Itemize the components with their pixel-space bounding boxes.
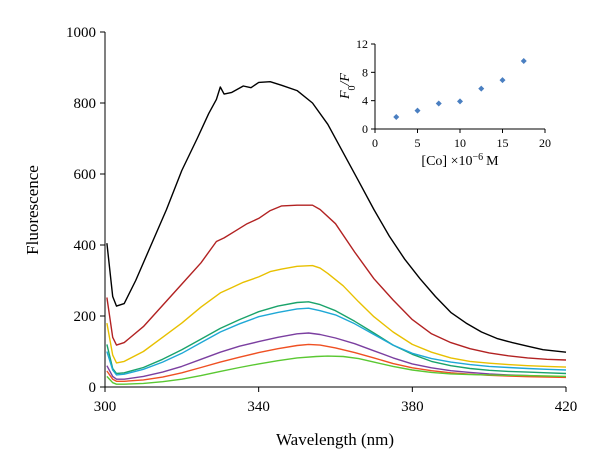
main-y-tick-label: 400 bbox=[74, 238, 97, 254]
inset-point-1 bbox=[393, 113, 400, 120]
inset-y-tick-label: 8 bbox=[362, 65, 368, 79]
inset-x-label-main: [Co] ×10 bbox=[421, 154, 472, 169]
inset-x-tick-label: 0 bbox=[372, 136, 378, 150]
inset-y-tick-label: 0 bbox=[362, 122, 368, 136]
main-y-tick-label: 1000 bbox=[66, 25, 96, 41]
series-line-3 bbox=[106, 264, 567, 368]
inset-point-3 bbox=[435, 100, 442, 107]
main-x-tick-label: 340 bbox=[247, 399, 270, 415]
main-y-tick-label: 600 bbox=[74, 167, 97, 183]
main-y-tick-label: 0 bbox=[89, 380, 97, 396]
main-x-axis-label: Wavelength (nm) bbox=[276, 430, 394, 449]
inset-y-tick-label: 4 bbox=[362, 94, 368, 108]
series-line-8 bbox=[106, 355, 567, 385]
inset-x-axis-label: [Co] ×10−6 M bbox=[421, 152, 499, 170]
inset-y-label-main: F bbox=[338, 90, 353, 100]
inset-x-tick-label: 10 bbox=[454, 136, 466, 150]
inset-y-label-tail: /F bbox=[338, 73, 353, 87]
series-line-5 bbox=[106, 307, 567, 376]
inset-x-tick-label: 20 bbox=[539, 136, 551, 150]
main-y-axis-label: Fluorescence bbox=[23, 165, 42, 255]
inset-ticks: 0 5 10 15 20 0 4 8 12 bbox=[356, 37, 551, 150]
main-y-tick-label: 800 bbox=[74, 96, 97, 112]
series-line-6 bbox=[106, 332, 567, 380]
inset-x-tick-label: 5 bbox=[415, 136, 421, 150]
inset-points bbox=[393, 58, 527, 120]
inset-y-tick-label: 12 bbox=[356, 37, 368, 51]
main-y-tick-label: 200 bbox=[74, 309, 97, 325]
main-x-tick-label: 300 bbox=[94, 399, 117, 415]
inset-point-4 bbox=[457, 98, 463, 105]
main-lines bbox=[106, 81, 567, 385]
inset-point-6 bbox=[499, 77, 506, 84]
main-x-tick-label: 380 bbox=[401, 399, 424, 415]
inset-point-2 bbox=[414, 107, 421, 114]
inset-point-5 bbox=[478, 85, 485, 92]
inset-x-tick-label: 15 bbox=[497, 136, 509, 150]
inset-x-label-unit: M bbox=[486, 154, 499, 169]
main-x-tick-label: 420 bbox=[555, 399, 578, 415]
series-line-2 bbox=[106, 204, 567, 361]
inset-x-label-exp: −6 bbox=[472, 152, 483, 163]
inset-y-axis-label: F0/F bbox=[338, 73, 358, 100]
inset-y-label-sub: 0 bbox=[347, 85, 358, 90]
inset-point-7 bbox=[520, 58, 527, 64]
series-line-1 bbox=[106, 81, 567, 353]
series-line-4 bbox=[106, 301, 567, 375]
